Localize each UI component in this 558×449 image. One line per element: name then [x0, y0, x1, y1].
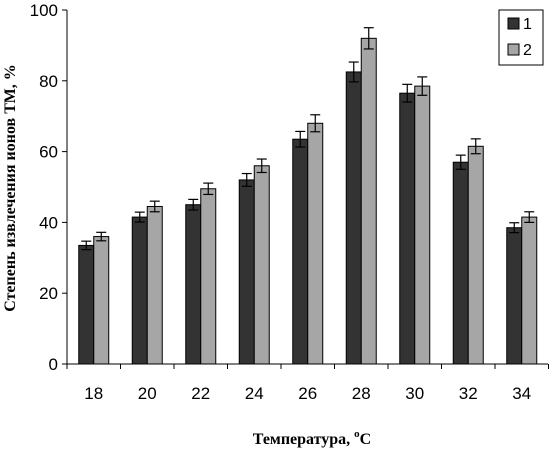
- legend-swatch-1: [507, 17, 520, 30]
- bar-s1-20: [131, 216, 148, 365]
- legend-box: [498, 9, 544, 66]
- bar-s1-30: [399, 92, 416, 365]
- x-tick-label-4: 26: [298, 384, 317, 403]
- legend-swatch-2: [507, 43, 520, 56]
- x-tick-label-0: 18: [84, 384, 103, 403]
- bar-s2-18: [93, 236, 110, 365]
- bar-s1-18: [78, 244, 95, 365]
- bar-s2-34: [521, 216, 538, 365]
- x-tick-label-5: 28: [352, 384, 371, 403]
- bar-s2-26: [307, 122, 324, 365]
- y-tick-label-2: 40: [39, 213, 58, 232]
- legend: 1 2: [498, 9, 544, 66]
- y-tick-label-1: 20: [39, 284, 58, 303]
- bar-s2-28: [360, 37, 377, 365]
- x-axis-title: Температура, oС: [253, 428, 371, 448]
- y-tick-label-0: 0: [49, 355, 58, 374]
- x-ticks-group: 18 20 22 24 26 28 30 32 34: [66, 364, 549, 403]
- bar-s2-24: [253, 165, 270, 365]
- y-tick-label-4: 80: [39, 72, 58, 91]
- legend-label-1: 1: [523, 16, 532, 33]
- bar-s1-24: [238, 179, 255, 365]
- bar-s1-28: [345, 71, 362, 365]
- y-tick-label-3: 60: [39, 143, 58, 162]
- x-tick-label-1: 20: [138, 384, 157, 403]
- y-axis-title: Степень извлечения ионов ТМ, %: [2, 64, 19, 312]
- bar-s1-34: [506, 227, 523, 365]
- y-ticks-group: 0 20 40 60 80 100: [30, 1, 67, 374]
- legend-label-2: 2: [523, 42, 532, 59]
- x-tick-label-2: 22: [191, 384, 210, 403]
- error-bars-group: [81, 27, 535, 251]
- x-tick-label-7: 32: [459, 384, 478, 403]
- x-tick-label-6: 30: [405, 384, 424, 403]
- bar-s1-26: [292, 138, 309, 365]
- bar-s1-22: [185, 204, 202, 365]
- bar-s2-32: [467, 145, 484, 365]
- y-tick-label-5: 100: [30, 1, 58, 20]
- bar-s2-22: [200, 188, 217, 365]
- bar-s1-32: [452, 161, 469, 365]
- x-tick-label-3: 24: [245, 384, 264, 403]
- bars-group: [78, 37, 538, 365]
- bar-s2-20: [146, 205, 163, 365]
- bar-s2-30: [414, 85, 431, 365]
- x-tick-label-8: 34: [512, 384, 531, 403]
